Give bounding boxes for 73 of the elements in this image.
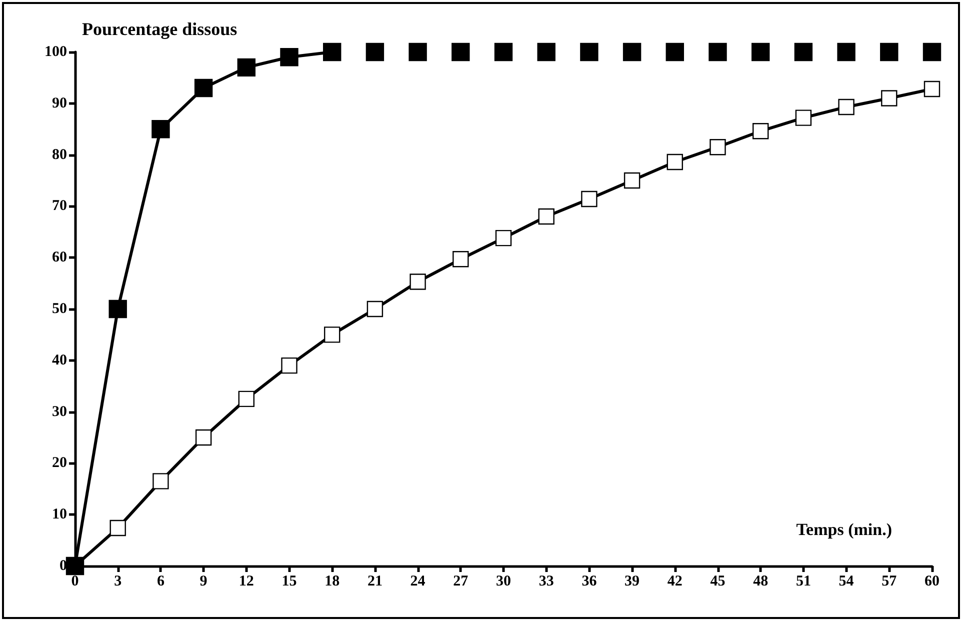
x-tick-label: 45	[710, 574, 726, 590]
x-tick-label: 48	[753, 574, 768, 590]
point	[152, 120, 170, 138]
point	[666, 154, 683, 170]
point	[410, 274, 426, 290]
point	[281, 357, 298, 374]
point	[323, 42, 342, 62]
point	[538, 208, 554, 225]
x-tick-label: 60	[924, 574, 940, 590]
point	[537, 42, 556, 62]
y-axis-title: Pourcentage dissous	[82, 19, 238, 39]
point	[195, 429, 212, 446]
point	[880, 42, 898, 62]
x-tick-label: 15	[282, 574, 297, 590]
x-tick-label: 33	[538, 574, 554, 590]
y-tick-label: 80	[52, 146, 67, 163]
x-tick-label: 30	[496, 574, 511, 590]
point	[280, 48, 298, 66]
y-tick-label: 70	[52, 198, 67, 214]
point	[194, 78, 213, 98]
x-tick-label: 27	[453, 574, 469, 590]
x-tick-label: 12	[238, 574, 254, 590]
x-tick-label: 36	[582, 574, 598, 590]
point	[752, 123, 769, 140]
x-axis-title: Temps (min.)	[796, 520, 892, 539]
point	[366, 300, 384, 318]
point	[666, 42, 684, 62]
y-tick-label: 20	[52, 455, 67, 472]
x-tick-label: 21	[367, 574, 382, 590]
y-tick-label: 50	[52, 301, 67, 317]
x-tick-label: 42	[667, 574, 682, 590]
y-tick-label: 40	[52, 352, 67, 368]
x-tick-label: 57	[882, 574, 898, 590]
point	[452, 251, 469, 268]
point	[624, 172, 640, 189]
point	[838, 98, 854, 116]
point	[924, 80, 940, 98]
point	[710, 138, 726, 156]
x-tick-label: 0	[71, 574, 79, 590]
y-tick-label: 100	[44, 44, 67, 60]
point	[366, 42, 384, 62]
point	[324, 326, 340, 343]
point	[622, 42, 642, 62]
y-tick-label: 90	[52, 95, 67, 112]
x-tick-label: 9	[200, 574, 208, 590]
x-tick-label: 6	[156, 574, 165, 590]
x-tick-label: 24	[410, 574, 426, 590]
x-tick-label: 54	[838, 574, 854, 590]
point	[881, 90, 898, 106]
point	[152, 473, 169, 490]
point	[580, 42, 598, 62]
point	[581, 190, 598, 208]
point	[452, 42, 470, 62]
x-tick-label: 18	[324, 574, 340, 590]
point	[494, 42, 513, 62]
point	[238, 390, 254, 408]
x-tick-label: 39	[624, 574, 640, 590]
point	[795, 110, 812, 126]
point	[922, 42, 942, 62]
point	[108, 300, 127, 318]
point	[237, 58, 256, 77]
y-tick-label: 60	[52, 250, 67, 266]
point	[837, 42, 856, 62]
x-tick-label: 51	[796, 574, 811, 590]
point	[408, 42, 427, 62]
point	[794, 42, 813, 62]
point	[110, 520, 126, 536]
point	[752, 42, 770, 62]
x-tick-label: 3	[114, 574, 122, 590]
y-tick-label: 30	[52, 404, 67, 420]
y-tick-label: 10	[52, 506, 67, 523]
point	[708, 42, 727, 62]
point	[495, 230, 512, 246]
